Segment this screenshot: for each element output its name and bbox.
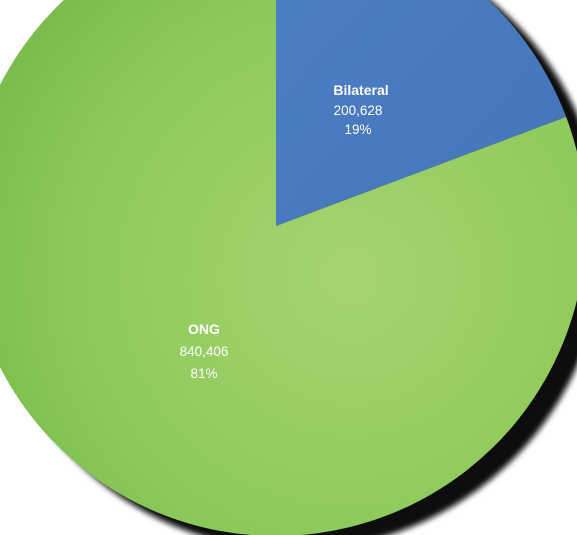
pie-labels: Bilateral 200,628 19% ONG 840,406 81% [180, 82, 389, 381]
slice-label-ong: ONG [188, 321, 220, 337]
slice-label-bilateral: Bilateral [333, 82, 388, 98]
slice-value-bilateral: 200,628 [334, 103, 383, 118]
slice-value-ong: 840,406 [180, 344, 229, 359]
slice-percent-ong: 81% [190, 366, 217, 381]
slice-percent-bilateral: 19% [344, 122, 371, 137]
pie-slice-bilateral [276, 0, 567, 226]
